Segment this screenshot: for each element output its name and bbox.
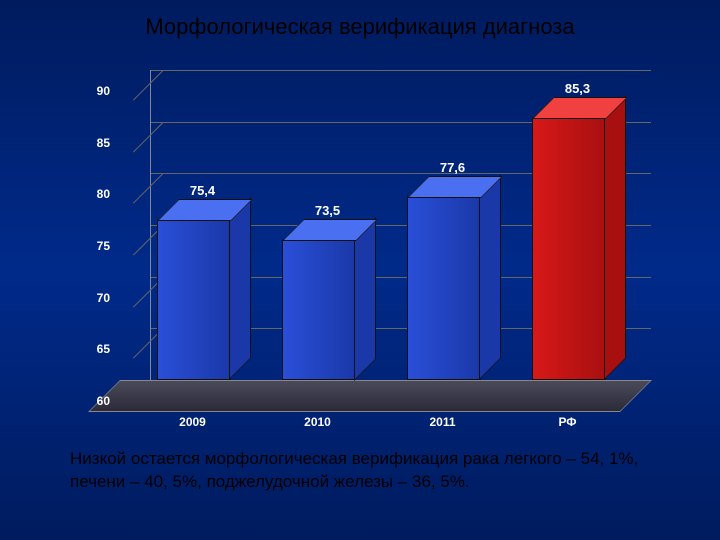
- x-axis-label: 2009: [143, 415, 243, 429]
- bar-chart: 60657075808590 75,473,577,685,3 20092010…: [60, 60, 660, 420]
- bar-front: [157, 219, 231, 380]
- y-axis-label: 70: [70, 291, 110, 305]
- bar-value-label: 77,6: [403, 160, 503, 175]
- y-axis-label: 60: [70, 394, 110, 408]
- bar-side: [479, 174, 501, 380]
- y-axis-label: 80: [70, 187, 110, 201]
- slide: Морфологическая верификация диагноза 60 6…: [0, 0, 720, 540]
- chart-caption: Низкой остается морфологическая верифика…: [70, 448, 650, 494]
- y-axis-label: 85: [70, 136, 110, 150]
- bar-front: [282, 239, 356, 381]
- y-axis-label: 65: [70, 342, 110, 356]
- bar-front: [407, 196, 481, 380]
- y-axis-label: 75: [70, 239, 110, 253]
- bar-side: [354, 217, 376, 381]
- bar-value-label: 73,5: [278, 203, 378, 218]
- bar-side: [229, 197, 251, 380]
- bar-side: [604, 95, 626, 380]
- x-axis-label: 2011: [393, 415, 493, 429]
- gridline-side: [133, 70, 163, 100]
- chart-title: Морфологическая верификация диагноза: [0, 14, 720, 40]
- plot-floor: [88, 380, 652, 412]
- bar-front: [532, 117, 606, 380]
- gridline-side: [133, 122, 163, 152]
- x-axis-label: 2010: [268, 415, 368, 429]
- y-axis-label: 90: [70, 84, 110, 98]
- gridline: [151, 70, 651, 71]
- bar-value-label: 75,4: [153, 183, 253, 198]
- x-axis-label: РФ: [518, 415, 618, 429]
- bar-value-label: 85,3: [528, 81, 628, 96]
